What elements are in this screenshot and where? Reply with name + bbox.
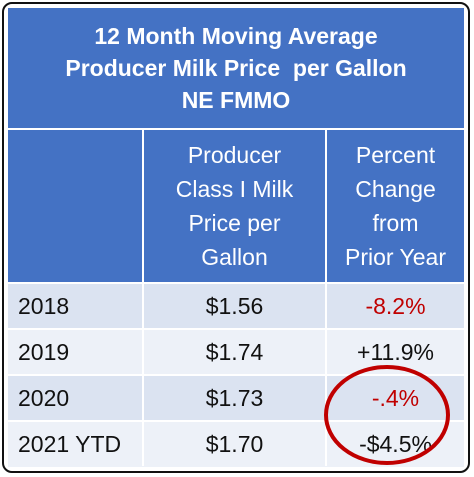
change-cell: -.4% [371,384,420,411]
header-change-line-1: Percent [355,142,436,168]
title-line-2: Producer Milk Price per Gallon [65,55,407,81]
year-cell: 2020 [8,376,144,420]
table-title: 12 Month Moving Average Producer Milk Pr… [8,8,464,130]
price-cell: $1.56 [144,284,327,328]
price-cell: $1.70 [144,422,327,466]
header-price-line-1: Producer [187,142,282,168]
table-row-2020: 2020 $1.73 -.4% [8,374,464,420]
header-change-line-3: from [372,210,419,236]
header-change: Percent Change from Prior Year [327,130,464,282]
change-cell: -8.2% [365,292,426,319]
header-change-line-4: Prior Year [344,244,446,270]
header-price-line-2: Class I Milk [175,176,294,202]
header-change-line-2: Change [355,176,436,202]
header-year [8,130,144,282]
table-frame: 12 Month Moving Average Producer Milk Pr… [2,2,470,473]
year-cell: 2019 [8,330,144,374]
table-row-2021-ytd: 2021 YTD $1.70 -$4.5% [8,420,464,467]
title-line-3: NE FMMO [181,87,291,113]
header-price-line-4: Gallon [201,244,268,270]
header-row: Producer Class I Milk Price per Gallon P… [8,130,464,282]
table-inner: 12 Month Moving Average Producer Milk Pr… [8,8,464,467]
table-row-2019: 2019 $1.74 +11.9% [8,328,464,374]
year-cell: 2021 YTD [8,422,144,466]
price-cell: $1.74 [144,330,327,374]
header-price-line-3: Price per [188,210,281,236]
year-cell: 2018 [8,284,144,328]
price-cell: $1.73 [144,376,327,420]
change-cell: -$4.5% [359,430,432,457]
title-line-1: 12 Month Moving Average [94,23,378,49]
header-price: Producer Class I Milk Price per Gallon [144,130,327,282]
table-row-2018: 2018 $1.56 -8.2% [8,282,464,328]
change-cell: +11.9% [357,338,434,365]
